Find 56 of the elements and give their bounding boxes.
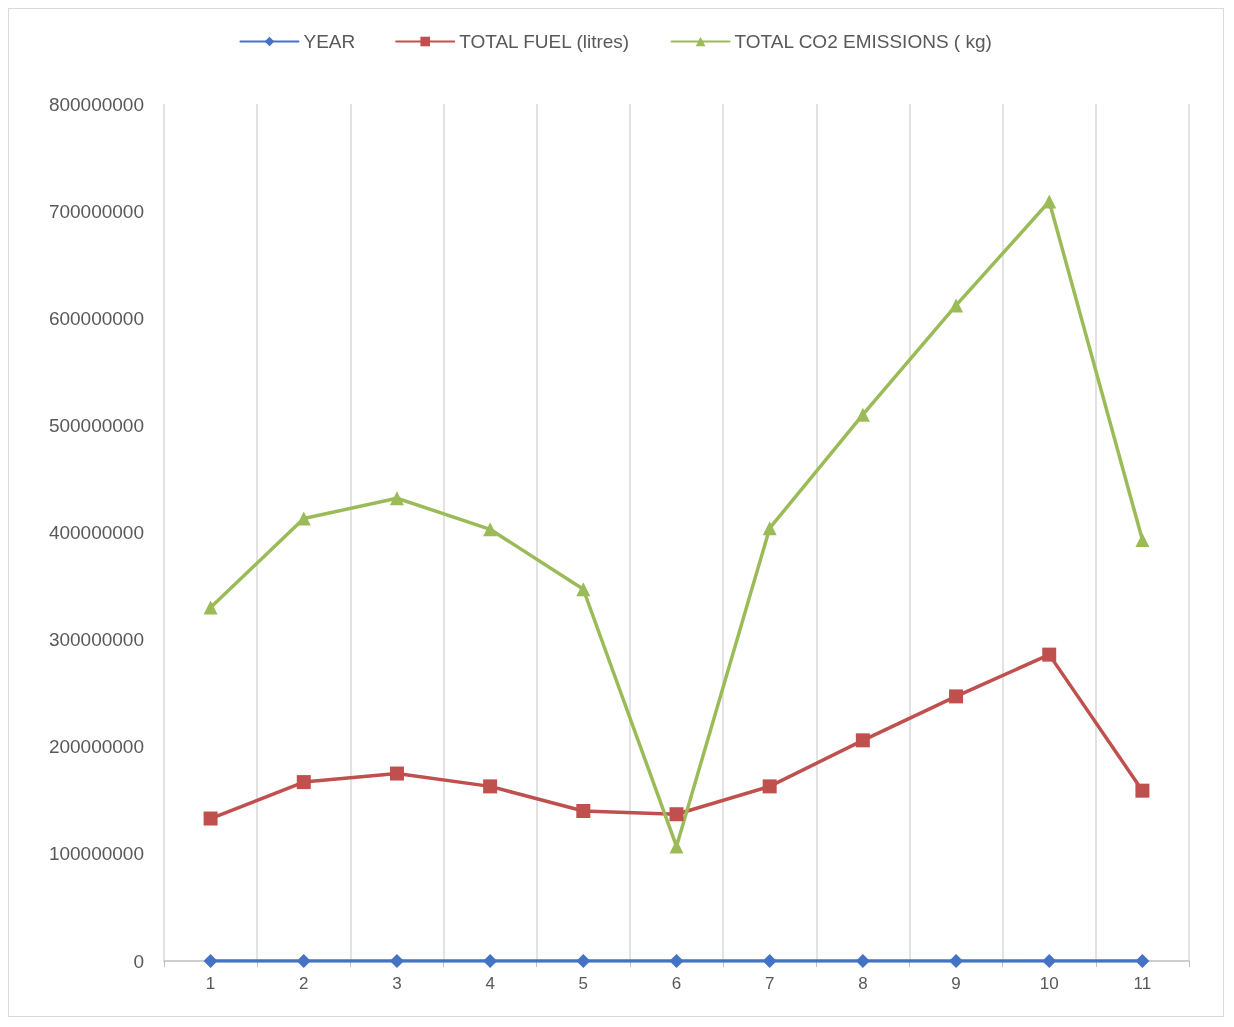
point [296, 954, 311, 968]
x-tick-label: 6 [671, 974, 682, 993]
y-tick-label: 700000000 [48, 200, 144, 222]
point [1042, 194, 1057, 209]
legend-label: YEAR [303, 31, 356, 52]
x-tick-label: 11 [1133, 974, 1152, 993]
point [669, 839, 684, 854]
point [855, 733, 870, 748]
point [389, 766, 404, 781]
point [203, 954, 218, 968]
point [1135, 533, 1150, 547]
point [576, 582, 591, 597]
point [296, 775, 311, 790]
point [576, 954, 591, 968]
legend-label: TOTAL FUEL (litres) [459, 31, 630, 52]
y-tick-label: 200000000 [48, 736, 144, 758]
x-tick-label: 7 [764, 974, 775, 993]
point [1042, 954, 1057, 968]
x-tick-label: 3 [392, 974, 402, 993]
point [762, 954, 777, 968]
point [483, 779, 498, 794]
point [203, 600, 218, 615]
x-tick-label: 4 [485, 974, 495, 993]
y-tick-label: 100000000 [48, 843, 144, 865]
x-tick-label: 8 [858, 974, 868, 993]
point [1135, 954, 1150, 968]
point [1042, 647, 1057, 662]
point [762, 521, 777, 536]
point [576, 804, 591, 819]
point [949, 689, 964, 704]
point [483, 954, 498, 968]
point [669, 807, 684, 822]
point [1135, 783, 1150, 798]
legend-label: TOTAL CO2 EMISSIONS ( kg) [734, 31, 992, 52]
y-tick-label: 0 [133, 950, 144, 972]
point [483, 522, 498, 537]
y-tick-label: 600000000 [48, 307, 144, 329]
point [855, 954, 870, 968]
x-tick-label: 2 [299, 974, 309, 993]
point [203, 811, 218, 826]
x-tick-label: 10 [1039, 974, 1059, 993]
y-tick-label: 800000000 [48, 93, 144, 115]
y-tick-label: 300000000 [48, 629, 144, 651]
point [669, 954, 684, 968]
point [949, 298, 964, 313]
y-tick-label: 500000000 [48, 414, 144, 436]
y-tick-label: 400000000 [48, 522, 144, 543]
point [389, 491, 404, 506]
point [855, 407, 870, 422]
x-tick-label: 1 [205, 974, 216, 993]
x-tick-label: 5 [578, 974, 589, 993]
point [949, 954, 964, 968]
point [296, 511, 311, 526]
point [762, 779, 777, 794]
x-tick-label: 9 [951, 974, 961, 993]
point [389, 954, 404, 968]
